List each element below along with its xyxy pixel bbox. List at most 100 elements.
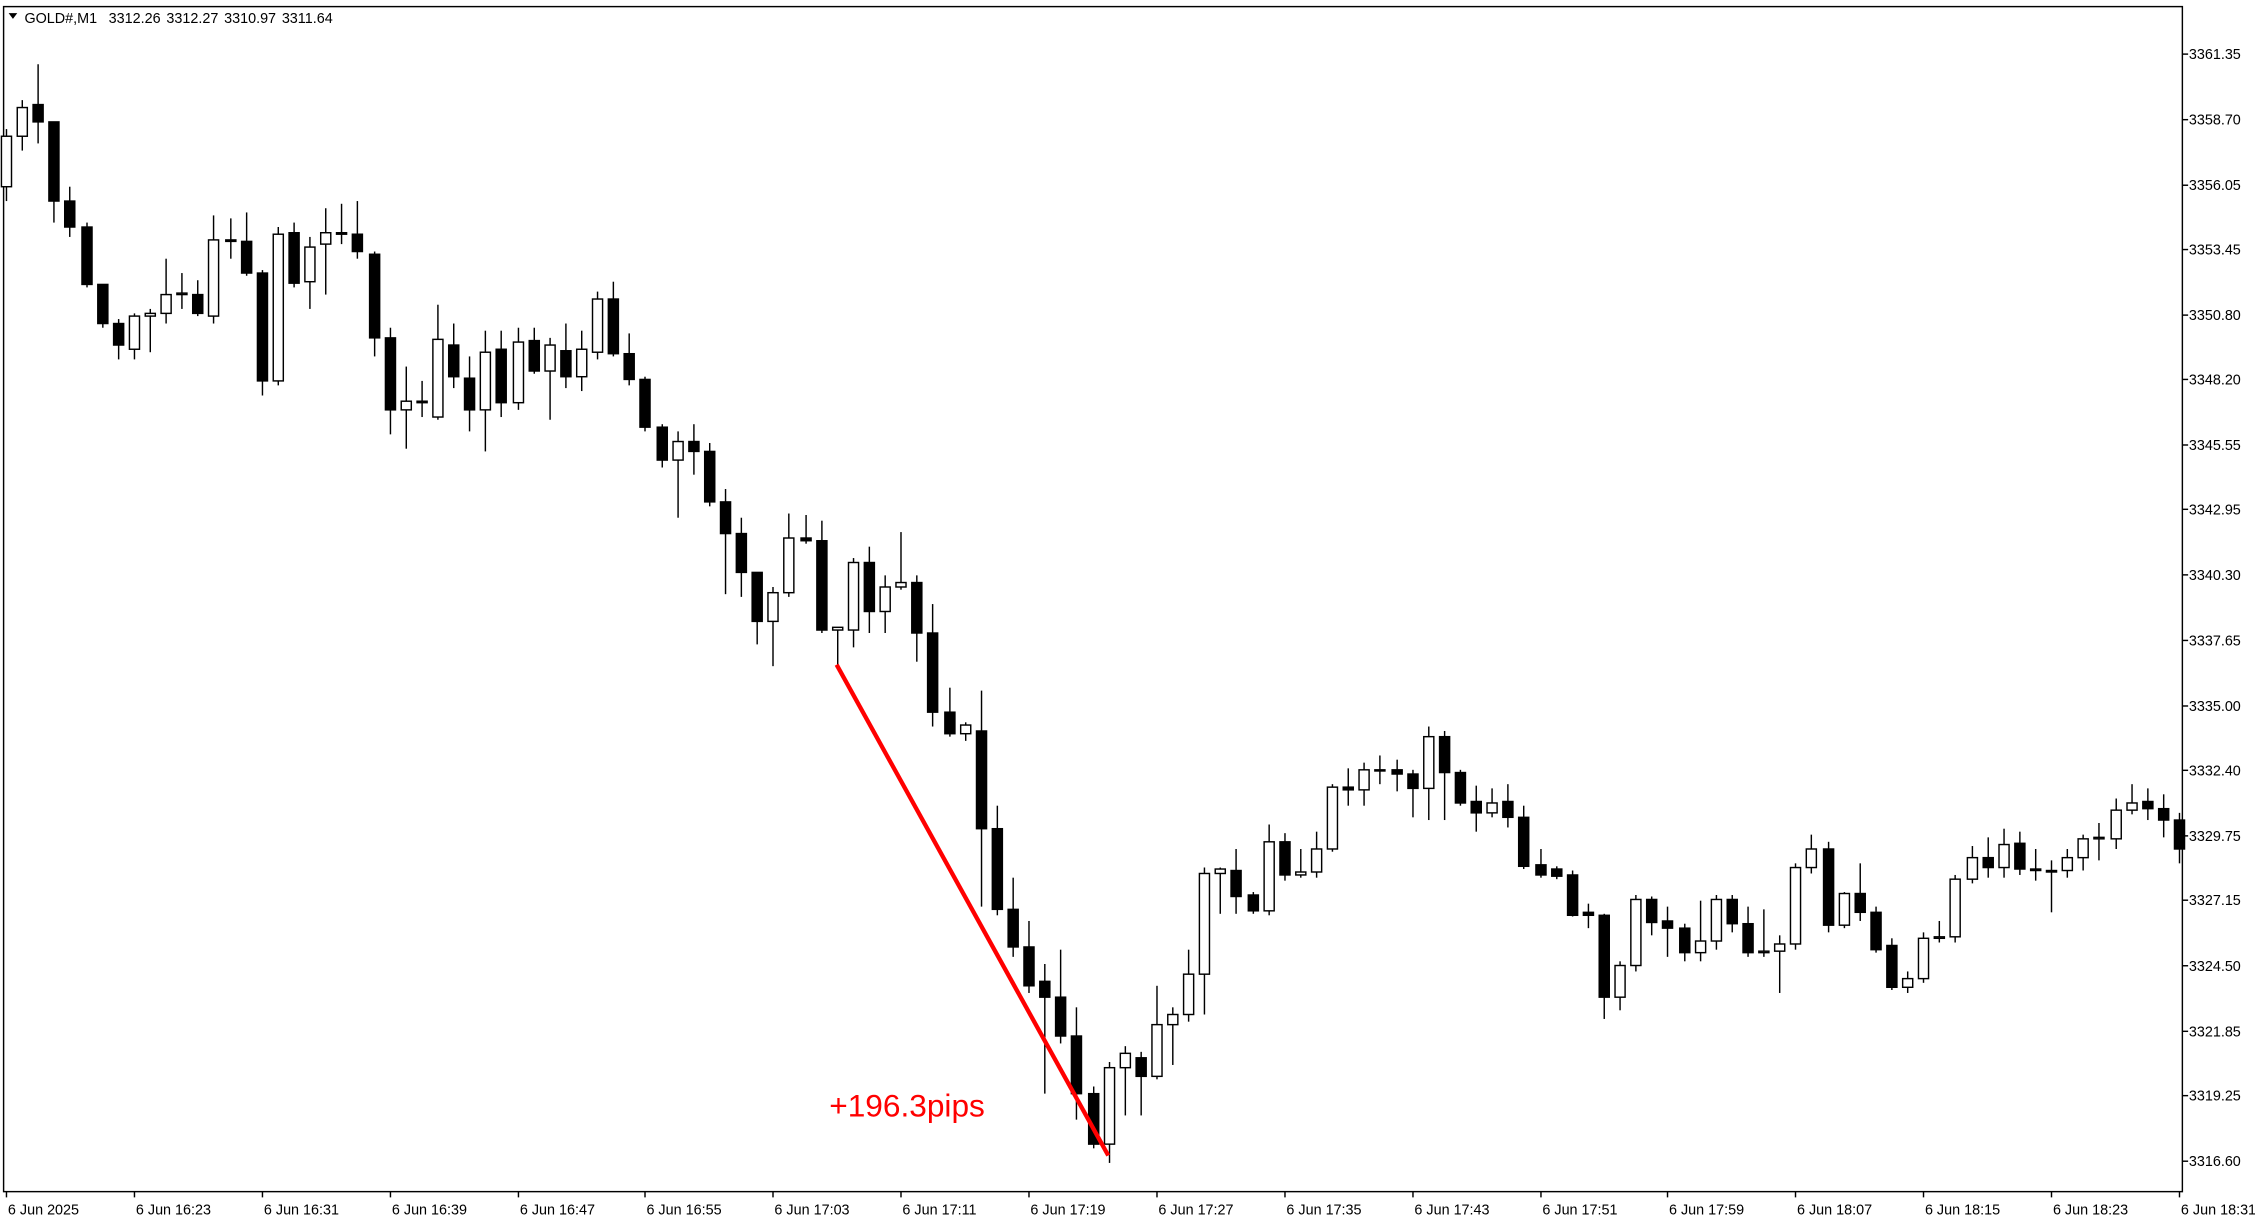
candle-body-down <box>1230 869 1242 898</box>
candle-body-up <box>272 233 285 382</box>
candle-body-down <box>1454 771 1467 804</box>
candle-body-up <box>1917 937 1930 980</box>
candle-body-down <box>1279 841 1291 876</box>
candle-body-up <box>0 135 13 188</box>
candle-body-down <box>1982 856 1994 869</box>
candle-body-up <box>319 232 332 245</box>
candle-body-down <box>2142 800 2154 810</box>
x-tick-label: 6 Jun 18:07 <box>1797 1203 1872 1219</box>
candle-body-up <box>1805 848 1818 869</box>
candle-body-up <box>1295 871 1307 876</box>
candle-body-up <box>144 312 157 317</box>
candle-body-up <box>304 246 316 283</box>
candle-body-down <box>1870 911 1882 951</box>
x-tick-label: 6 Jun 18:31 <box>2181 1203 2255 1219</box>
candle-body-down <box>1517 816 1530 868</box>
candle-body-down <box>926 632 939 713</box>
candle-body-up <box>432 338 444 418</box>
candle-body-down <box>688 440 700 453</box>
symbol: GOLD#,M1 <box>24 11 97 27</box>
candle-body-down <box>2173 819 2186 850</box>
candle-body-down <box>1247 894 1260 912</box>
annotation: +196.3pips <box>829 1088 985 1124</box>
x-tick-label: 6 Jun 16:39 <box>392 1203 467 1219</box>
y-tick-label: 3361.35 <box>2189 47 2241 63</box>
candle-body-down <box>1391 769 1403 775</box>
candle-body-up <box>831 626 844 631</box>
candle-body-down <box>944 711 956 735</box>
candle-body-up <box>1486 802 1498 814</box>
x-tick-label: 6 Jun 2025 <box>8 1203 79 1219</box>
candle-body-down <box>63 200 76 228</box>
candle-body-up <box>400 400 413 411</box>
x-tick-label: 6 Jun 17:11 <box>902 1203 976 1219</box>
x-tick-label: 6 Jun 18:23 <box>2053 1203 2128 1219</box>
y-tick-label: 3350.80 <box>2189 308 2241 324</box>
candle-body-down <box>991 827 1004 911</box>
candle-body-up <box>1630 898 1642 967</box>
candle-body-up <box>1326 786 1339 850</box>
x-tick-label: 6 Jun 17:51 <box>1542 1203 1617 1219</box>
candle-body-down <box>1742 922 1754 954</box>
candle-body-down <box>351 233 364 253</box>
y-tick-label: 3348.20 <box>2189 372 2241 388</box>
x-tick-label: 6 Jun 17:35 <box>1286 1203 1361 1219</box>
x-tick-label: 6 Jun 17:19 <box>1030 1203 1105 1219</box>
candle-body-up <box>1789 866 1802 945</box>
candle-body-up <box>1694 940 1707 954</box>
candle-body-down <box>384 337 397 411</box>
candle-body-down <box>1502 800 1514 819</box>
candle-body-down <box>735 532 748 574</box>
candle-body-down <box>800 537 812 542</box>
candle-body-down <box>1726 898 1738 925</box>
candle-body-up <box>1167 1013 1179 1026</box>
x-tick-label: 6 Jun 17:27 <box>1158 1203 1233 1219</box>
header-value: 3310.97 <box>224 11 276 27</box>
candle-body-down <box>656 426 669 461</box>
candle-body-down <box>1551 868 1563 877</box>
candle-body-up <box>1198 872 1211 975</box>
candle-body-down <box>2157 807 2170 821</box>
candle-body-down <box>751 571 763 623</box>
menu-arrow[interactable] <box>8 13 18 19</box>
candle-body-up <box>544 344 556 372</box>
y-tick-label: 3335.00 <box>2189 699 2241 715</box>
candle-body-down <box>256 272 269 382</box>
candle-body-down <box>703 450 716 503</box>
candle-body-up <box>1710 898 1723 942</box>
candle-body-down <box>288 232 300 284</box>
x-tick-label: 6 Jun 17:43 <box>1414 1203 1489 1219</box>
header-value: 3311.64 <box>282 11 333 27</box>
candle-body-down <box>2029 868 2042 872</box>
candle-body-up <box>672 440 684 461</box>
candle-body-up <box>1966 856 1979 880</box>
candle-body-up <box>1423 735 1435 790</box>
candle-body-up <box>1182 973 1195 1016</box>
candle-body-up <box>1949 878 1961 938</box>
candle-body-down <box>495 348 507 404</box>
candle-body-up <box>1310 848 1323 873</box>
candle-body-up <box>1103 1066 1116 1145</box>
candle-body-down <box>863 561 876 613</box>
candle-body-down <box>1598 914 1610 998</box>
candle-body-up <box>1838 892 1851 926</box>
candle-body-up <box>591 298 604 353</box>
candle-body-up <box>1119 1052 1132 1069</box>
candle-body-down <box>1023 946 1035 987</box>
candle-body-up <box>783 537 795 594</box>
candle-body-up <box>2077 838 2089 859</box>
y-tick-label: 3329.75 <box>2189 829 2241 845</box>
candle-body-down <box>1007 908 1019 948</box>
candle-body-down <box>1645 898 1658 924</box>
candle-body-up <box>176 292 188 296</box>
candle-body-down <box>1470 800 1483 814</box>
candle-body-down <box>1854 892 1866 914</box>
candle-body-down <box>1661 920 1674 929</box>
candle-body-down <box>81 226 93 286</box>
candle-body-up <box>479 351 492 411</box>
candle-body-down <box>191 293 204 315</box>
candle-body-up <box>128 315 141 350</box>
candle-body-down <box>1070 1035 1083 1095</box>
